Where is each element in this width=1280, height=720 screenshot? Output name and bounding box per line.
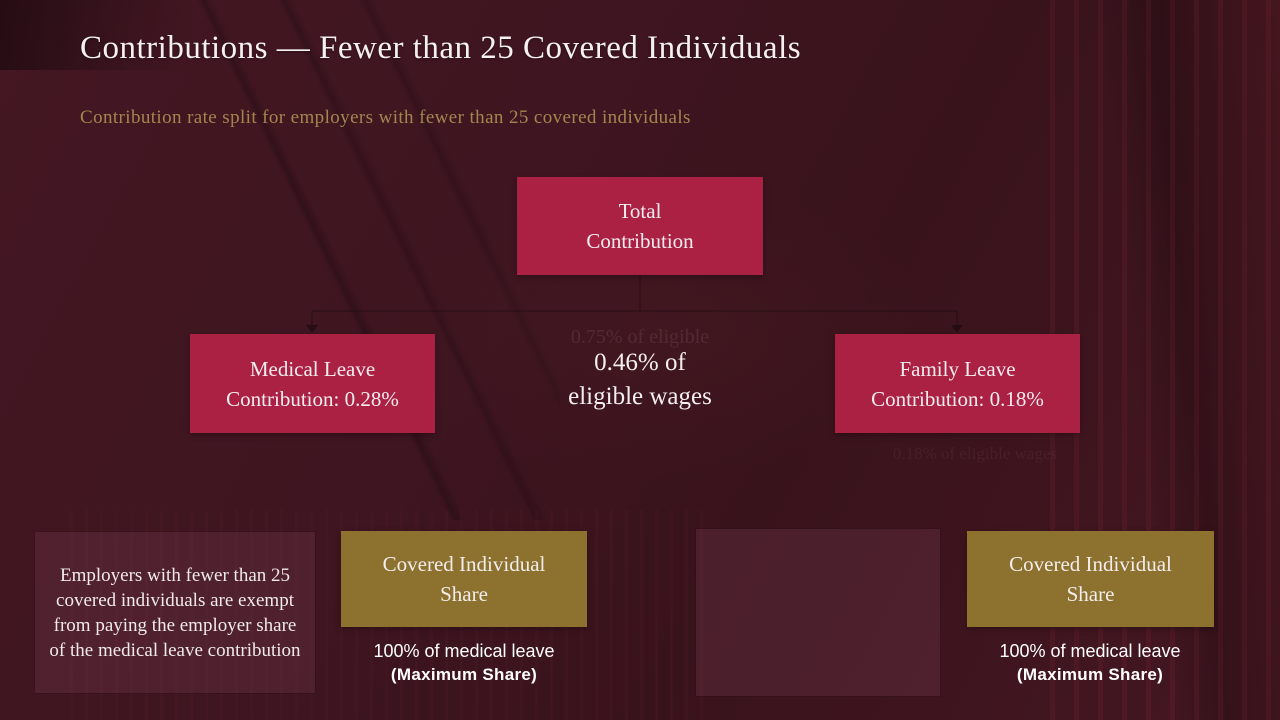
share-detail-right: 100% of medical leave (Maximum Share) bbox=[957, 639, 1223, 687]
total-contribution-box: Total Contribution bbox=[517, 177, 763, 275]
family-leave-line2: Contribution: 0.18% bbox=[871, 386, 1044, 411]
medical-leave-line2: Contribution: 0.28% bbox=[226, 386, 399, 411]
share-left-line1: Covered Individual bbox=[382, 552, 546, 576]
share-detail-left: 100% of medical leave (Maximum Share) bbox=[331, 639, 597, 687]
total-contribution-line2: Contribution bbox=[586, 229, 694, 253]
total-rate-note: 0.46% of eligible wages bbox=[515, 346, 765, 414]
exemption-note-box: Employers with fewer than 25 covered ind… bbox=[35, 532, 315, 693]
family-leave-line1: Family Leave bbox=[899, 356, 1016, 381]
exemption-note-text: Employers with fewer than 25 covered ind… bbox=[49, 564, 301, 661]
page-subtitle: Contribution rate split for employers wi… bbox=[80, 107, 691, 128]
share-right-line1: Covered Individual bbox=[1009, 552, 1172, 576]
share-right-line2: Share bbox=[1066, 582, 1115, 606]
share-detail-right-text: 100% of medical leave bbox=[999, 641, 1181, 661]
page-title: Contributions — Fewer than 25 Covered In… bbox=[80, 30, 802, 66]
share-detail-left-text: 100% of medical leave bbox=[373, 641, 555, 661]
covered-individual-share-box-left: Covered Individual Share bbox=[341, 531, 587, 627]
total-rate-line2: eligible wages bbox=[568, 383, 712, 410]
arrowhead-family-icon bbox=[951, 325, 963, 333]
covered-individual-share-box-right: Covered Individual Share bbox=[967, 531, 1214, 627]
share-detail-left-max: (Maximum Share) bbox=[390, 665, 538, 684]
total-contribution-line1: Total bbox=[618, 199, 662, 223]
medical-leave-line1: Medical Leave bbox=[249, 356, 376, 381]
medical-leave-box: Medical Leave Contribution: 0.28% bbox=[190, 334, 435, 433]
share-detail-right-max: (Maximum Share) bbox=[1016, 665, 1164, 684]
total-rate-line1: 0.46% of bbox=[594, 349, 686, 376]
share-left-line2: Share bbox=[440, 582, 488, 606]
family-leave-box: Family Leave Contribution: 0.18% bbox=[835, 334, 1080, 433]
empty-placeholder-box bbox=[696, 529, 940, 696]
arrowhead-medical-icon bbox=[306, 325, 318, 333]
